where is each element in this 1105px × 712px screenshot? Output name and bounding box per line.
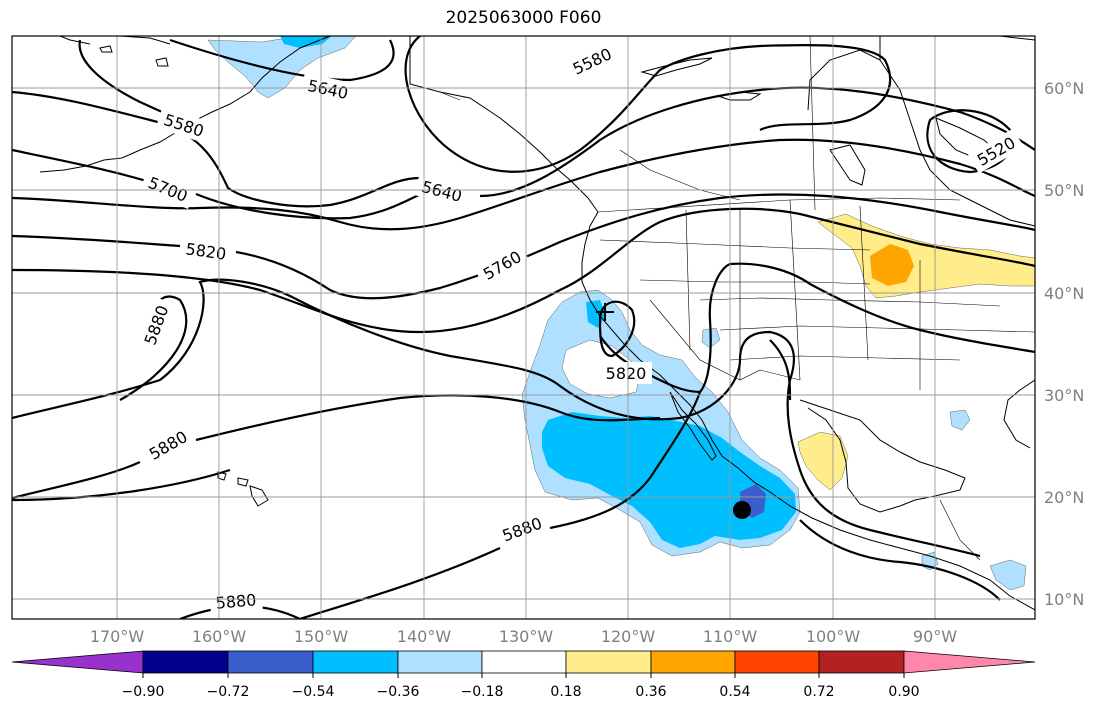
colorbar-extend-high xyxy=(903,650,1036,674)
storm-marker xyxy=(733,501,751,519)
colorbar xyxy=(11,650,1036,674)
lon-label: 100°W xyxy=(806,627,861,646)
lat-label: 60°N xyxy=(1044,79,1084,98)
lon-label: 120°W xyxy=(601,627,656,646)
lat-label: 30°N xyxy=(1044,386,1084,405)
lon-label: 110°W xyxy=(703,627,758,646)
map-frame xyxy=(11,35,1036,620)
colorbar-segment xyxy=(397,650,483,674)
lon-label: 90°W xyxy=(913,627,957,646)
contour-label: 5880 xyxy=(215,590,257,612)
height-contours xyxy=(12,36,1035,619)
colorbar-tick-label: −0.18 xyxy=(461,684,504,700)
contour-label: 5820 xyxy=(606,364,647,383)
colorbar-segment xyxy=(650,650,736,674)
lon-label: 140°W xyxy=(397,627,452,646)
state-borders xyxy=(439,36,1035,561)
colorbar-tick-label: −0.54 xyxy=(292,684,335,700)
colorbar-extend-low xyxy=(11,650,144,674)
colorbar-tick-label: 0.18 xyxy=(550,684,581,700)
shading-negative-medium xyxy=(280,36,796,548)
lat-label: 40°N xyxy=(1044,284,1084,303)
lat-label: 10°N xyxy=(1044,590,1084,609)
colorbar-ticks xyxy=(142,673,905,678)
lon-label: 130°W xyxy=(499,627,554,646)
colorbar-segment xyxy=(481,650,567,674)
colorbar-tick-label: 0.72 xyxy=(803,684,834,700)
lat-label: 50°N xyxy=(1044,181,1084,200)
colorbar-tick-label: −0.36 xyxy=(377,684,420,700)
lon-label: 150°W xyxy=(294,627,349,646)
colorbar-segment xyxy=(142,650,229,674)
colorbar-segment xyxy=(312,650,399,674)
colorbar-segment xyxy=(734,650,820,674)
colorbar-segment xyxy=(818,650,905,674)
shading-positive-medium xyxy=(870,244,914,286)
graticule xyxy=(12,36,1035,619)
colorbar-tick-label: 0.54 xyxy=(719,684,750,700)
islands xyxy=(99,45,269,507)
lat-label: 20°N xyxy=(1044,488,1084,507)
colorbar-segment xyxy=(227,650,314,674)
colorbar-tick-label: 0.36 xyxy=(635,684,666,700)
colorbar-tick-label: −0.72 xyxy=(207,684,250,700)
lon-label: 170°W xyxy=(90,627,145,646)
map-title: 2025063000 F060 xyxy=(445,8,602,28)
colorbar-segment xyxy=(565,650,652,674)
colorbar-tick-label: 0.90 xyxy=(888,684,919,700)
lon-label: 160°W xyxy=(192,627,247,646)
colorbar-tick-label: −0.90 xyxy=(122,684,165,700)
